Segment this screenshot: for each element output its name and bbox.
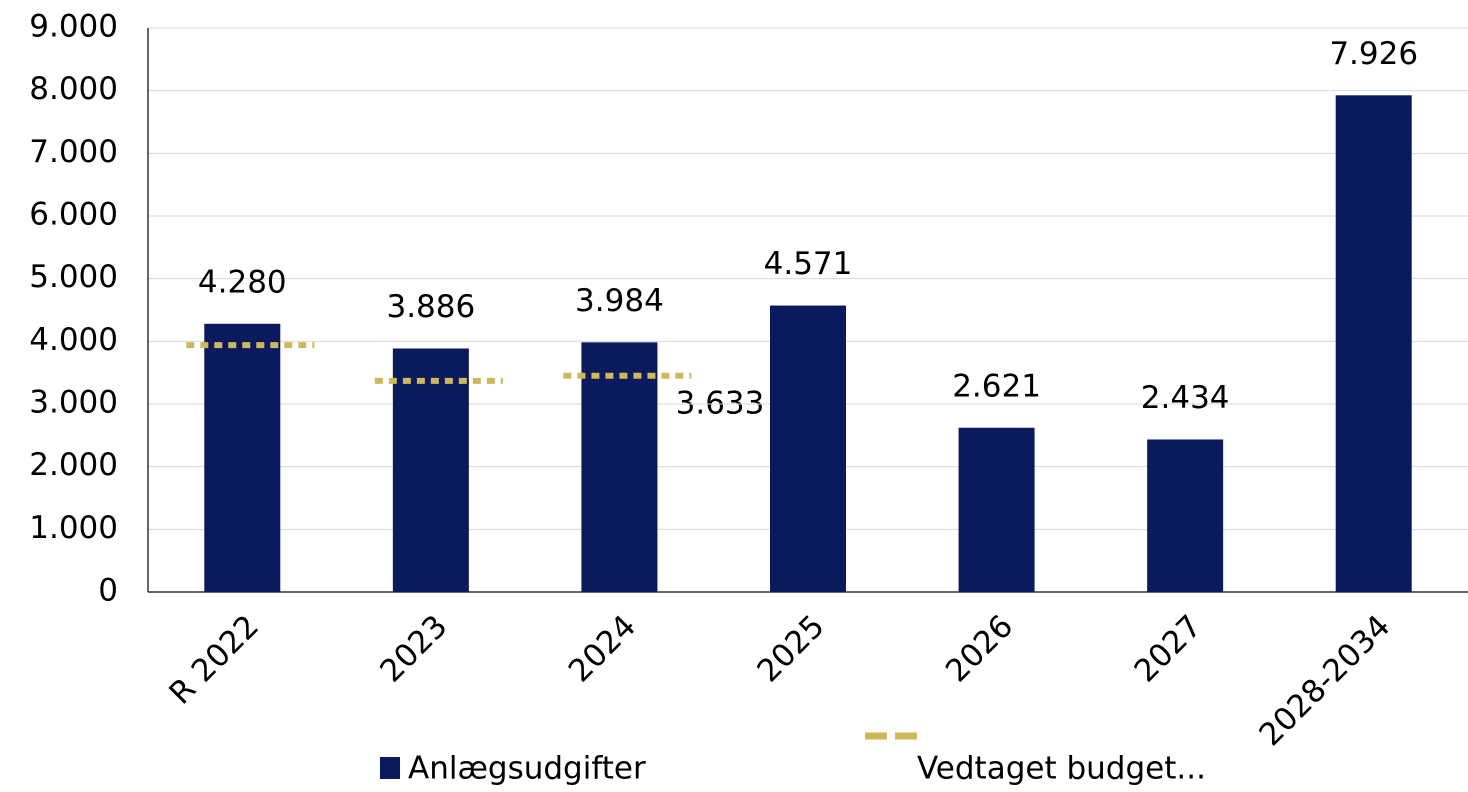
bar (581, 342, 658, 592)
y-tick-label: 0 (98, 573, 118, 609)
y-tick-label: 6.000 (29, 197, 118, 233)
data-label: 2.434 (1141, 380, 1230, 416)
bar (958, 427, 1035, 592)
bar (770, 305, 846, 592)
bar (1147, 439, 1224, 592)
data-label: 2.621 (952, 368, 1041, 404)
y-tick-label: 9.000 (29, 9, 118, 45)
data-label: 4.571 (764, 246, 853, 282)
x-tick-label: R 2022 (163, 608, 266, 711)
legend-swatch (380, 757, 400, 779)
x-tick-label: 2023 (373, 608, 454, 689)
y-tick-label: 7.000 (29, 134, 118, 170)
x-tick-label: 2026 (939, 608, 1020, 689)
bar (392, 348, 469, 592)
x-tick-label: 2027 (1128, 608, 1209, 689)
y-tick-label: 4.000 (29, 322, 118, 358)
x-tick-label: 2024 (562, 608, 643, 689)
y-tick-label: 8.000 (29, 71, 118, 107)
bar (1335, 95, 1412, 592)
bar (204, 323, 281, 592)
x-tick-label: 2025 (750, 608, 831, 689)
y-tick-label: 2.000 (29, 447, 118, 483)
data-label: 3.886 (386, 289, 475, 325)
x-tick-label: 2028-2034 (1252, 608, 1397, 753)
y-tick-label: 5.000 (29, 259, 118, 295)
data-label: 3.984 (575, 283, 664, 319)
data-label: 7.926 (1329, 36, 1418, 72)
y-tick-label: 3.000 (29, 385, 118, 421)
legend-label: Vedtaget budget... (917, 751, 1206, 787)
data-label: 4.280 (198, 264, 287, 300)
legend-label: Anlægsudgifter (408, 751, 646, 787)
y-tick-label: 1.000 (29, 510, 118, 546)
